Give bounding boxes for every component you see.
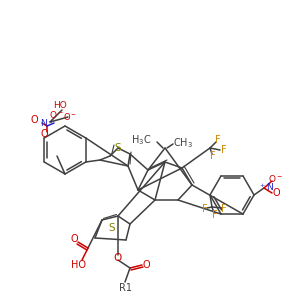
Text: R1: R1 (118, 283, 131, 293)
Text: H$_3$C: H$_3$C (131, 133, 151, 147)
Text: O: O (40, 129, 48, 139)
Text: O: O (114, 253, 122, 263)
Text: N$^+$: N$^+$ (40, 117, 54, 129)
Text: F: F (215, 135, 221, 145)
Text: O$^-$: O$^-$ (63, 110, 77, 122)
Text: F: F (210, 151, 216, 161)
Text: O$^-$: O$^-$ (268, 173, 284, 184)
Text: $^+$N: $^+$N (258, 181, 274, 193)
Text: S: S (109, 223, 115, 233)
Text: F: F (212, 210, 218, 220)
Text: F: F (221, 204, 227, 214)
Text: CH$_3$: CH$_3$ (173, 136, 193, 150)
Text: F: F (202, 204, 208, 214)
Text: O$^-$: O$^-$ (50, 110, 64, 121)
Text: O: O (70, 234, 78, 244)
Text: HO: HO (53, 101, 67, 110)
Text: HO: HO (70, 260, 86, 270)
Text: O: O (272, 188, 280, 198)
Text: O: O (30, 115, 38, 125)
Text: F: F (221, 145, 227, 155)
Text: S: S (115, 143, 121, 153)
Text: O: O (142, 260, 150, 270)
